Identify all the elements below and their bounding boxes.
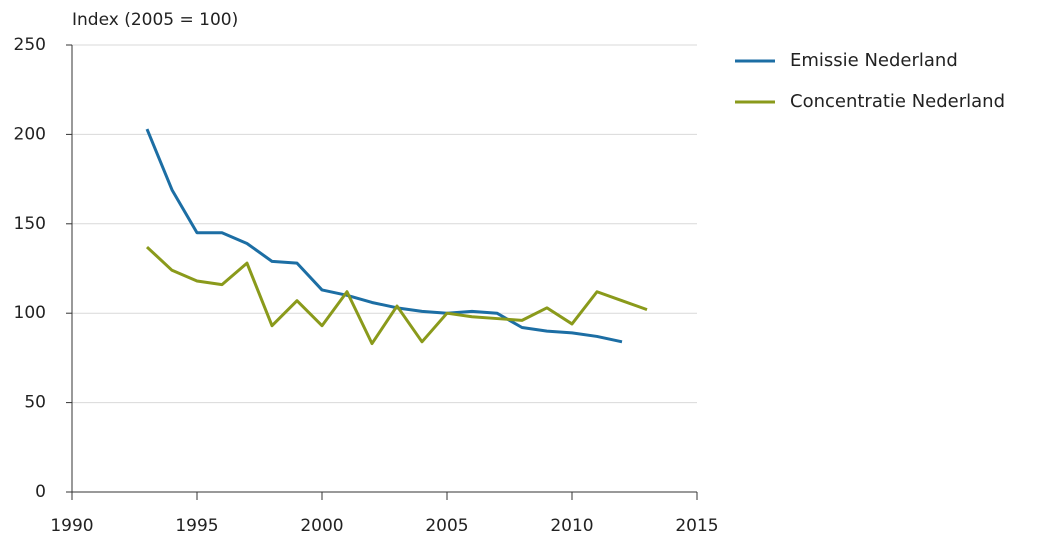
x-tick-label: 2005 [425, 516, 468, 536]
y-tick-label: 100 [14, 303, 46, 323]
series-line [145, 128, 623, 344]
x-tick-label: 1990 [50, 516, 93, 536]
legend: Emissie Nederland Concentratie Nederland [735, 50, 1005, 112]
legend-label: Emissie Nederland [790, 50, 958, 71]
series-line [145, 245, 648, 346]
y-tick-label: 150 [14, 214, 46, 234]
y-tick-label: 200 [14, 124, 46, 144]
x-tick-label: 1995 [175, 516, 218, 536]
y-tick-label: 250 [14, 35, 46, 55]
y-tick-label: 50 [24, 393, 46, 413]
y-tick-label: 0 [35, 482, 46, 502]
legend-label: Concentratie Nederland [790, 91, 1005, 112]
x-tick-label: 2010 [550, 516, 593, 536]
x-tick-label: 2015 [675, 516, 718, 536]
y-axis-title: Index (2005 = 100) [72, 10, 238, 30]
x-tick-label: 2000 [300, 516, 343, 536]
